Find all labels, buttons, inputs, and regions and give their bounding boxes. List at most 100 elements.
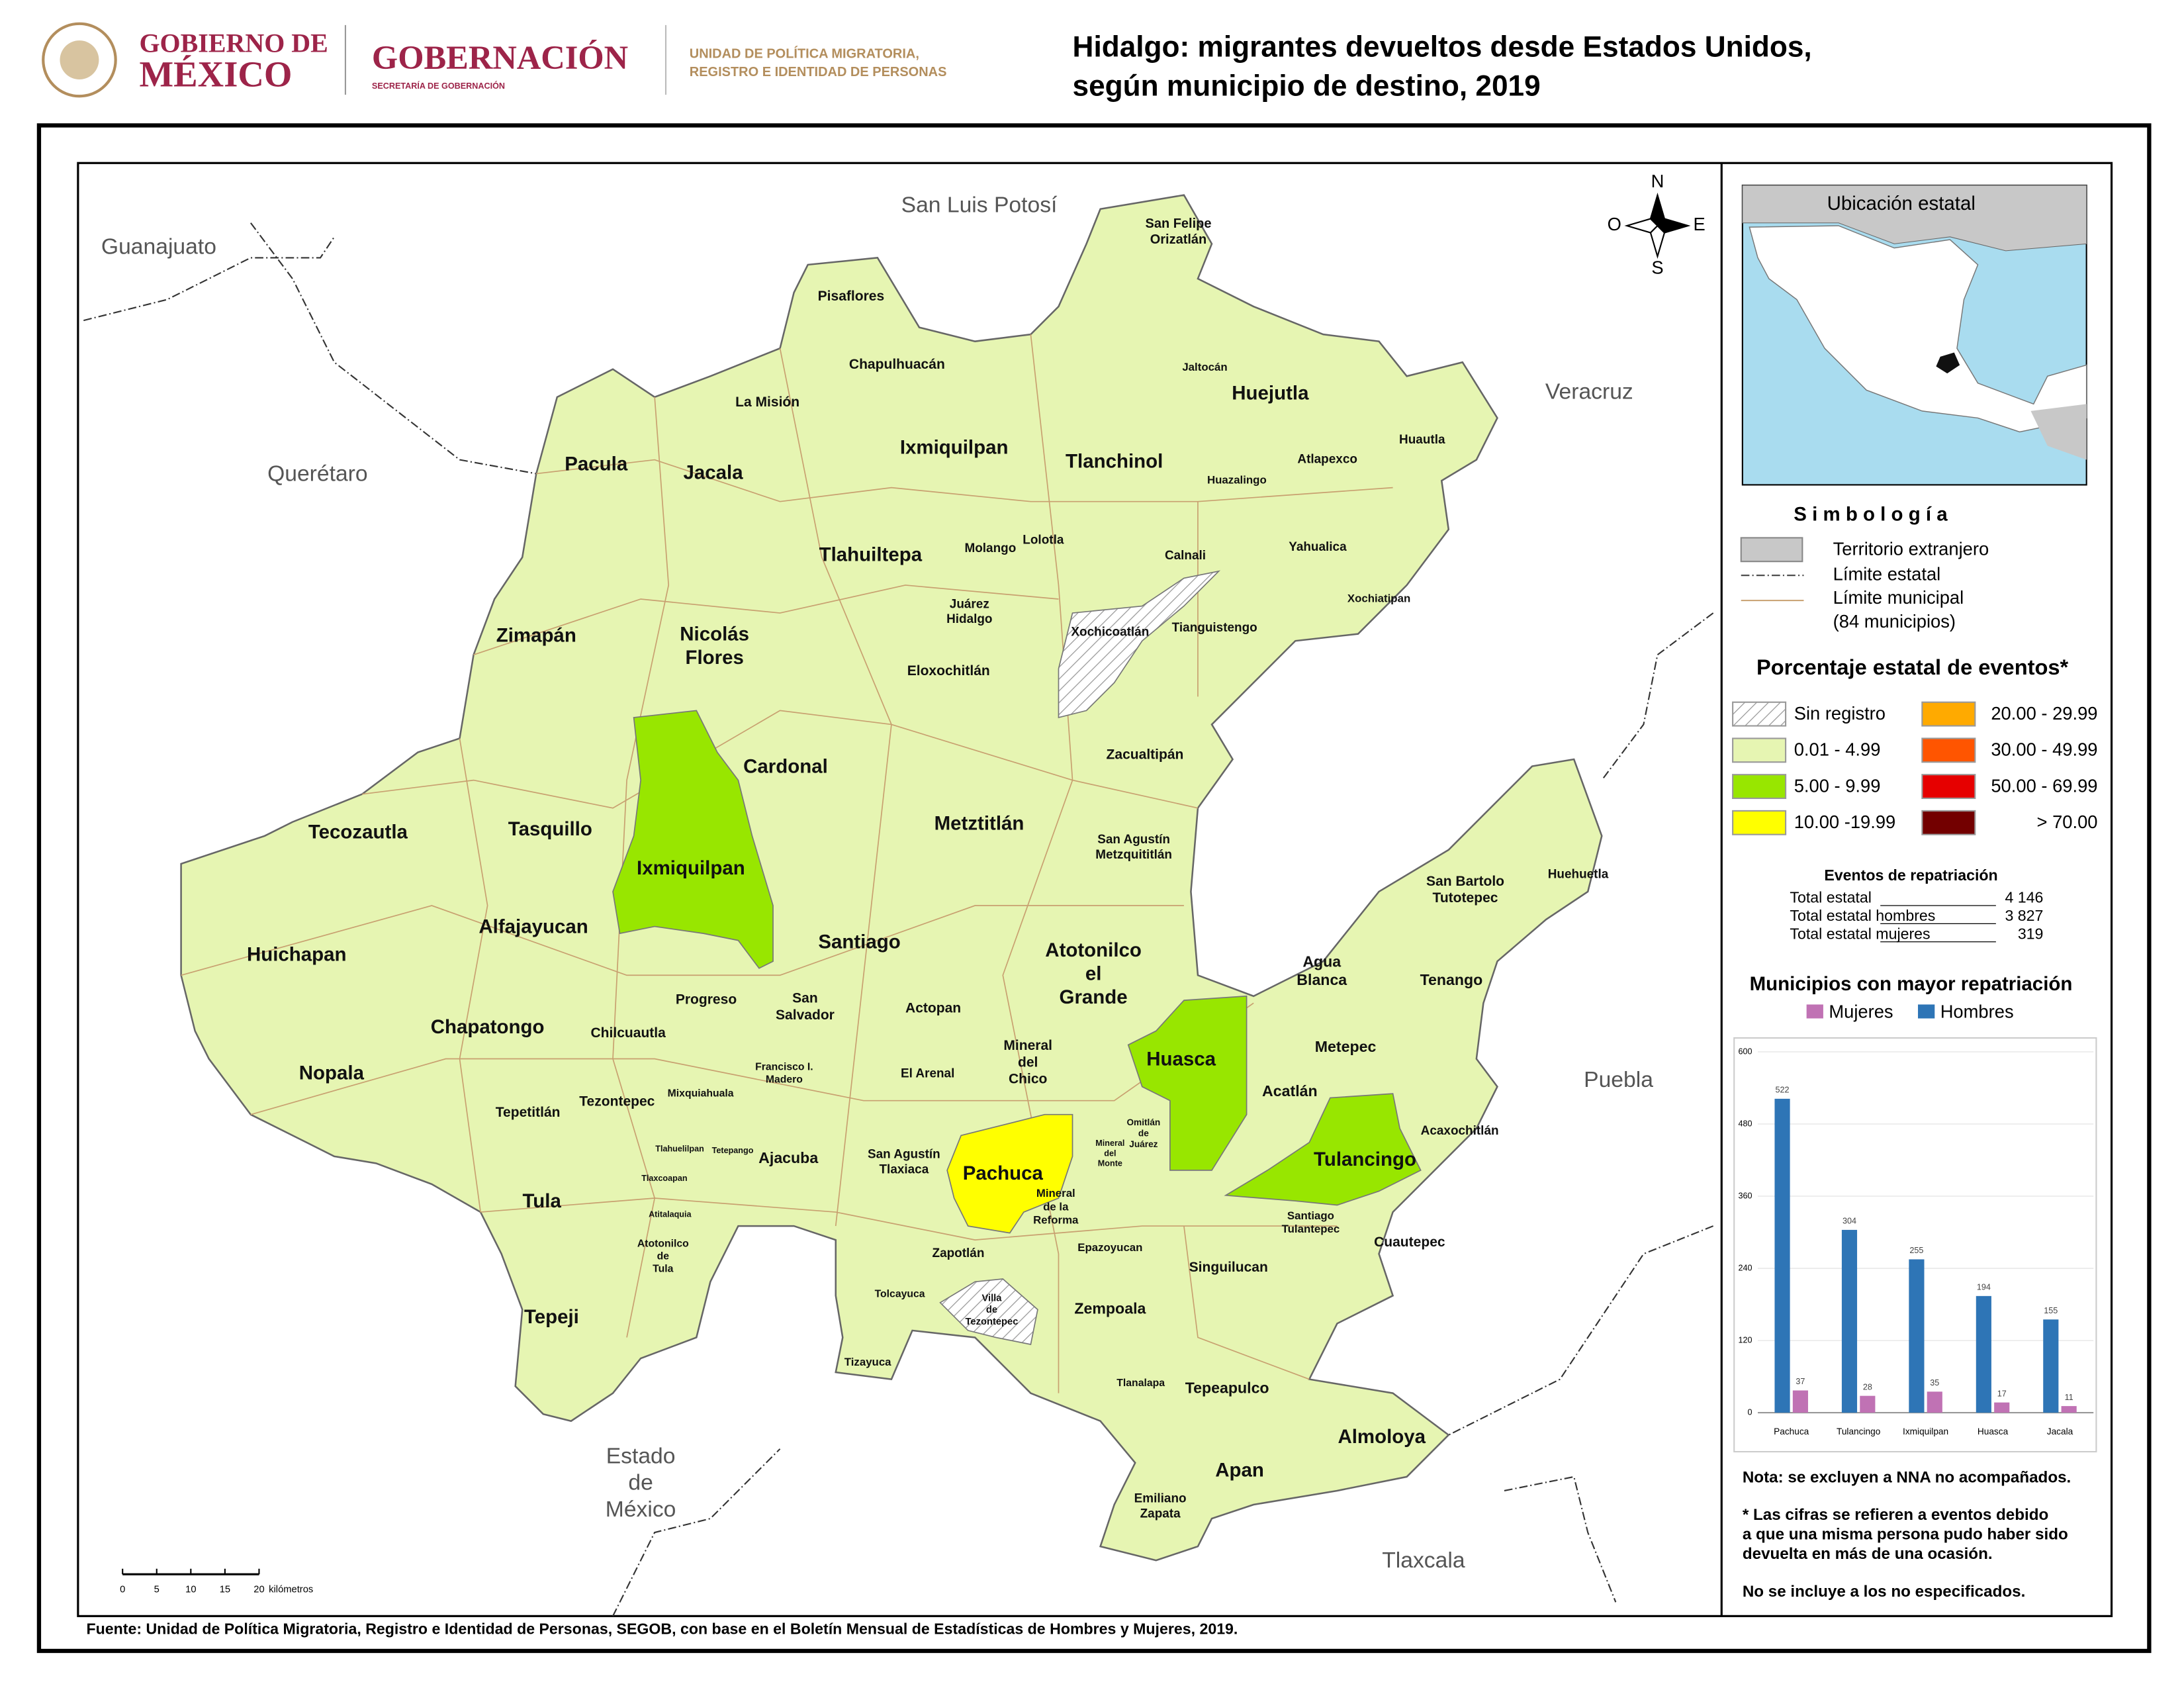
municipality-label-line: San Bartolo <box>1426 874 1504 889</box>
outer-frame <box>36 123 2152 1654</box>
neighbor-state-line: de <box>628 1471 653 1495</box>
bar-value-label: 11 <box>2065 1393 2073 1402</box>
neighbor-state: Tlaxcala <box>1382 1548 1465 1573</box>
compass-letter: S <box>1651 257 1663 277</box>
municipality-label-line: San Felipe <box>1146 216 1212 231</box>
municipality-label: Tlanchinol <box>1066 451 1163 473</box>
municipal-boundary <box>459 738 488 1213</box>
dept-sub: SECRETARÍA DE GOBERNACIÓN <box>372 81 505 91</box>
legend-swatch <box>1921 774 1976 800</box>
municipality-label: Zacualtipán <box>1107 747 1184 762</box>
municipality-area <box>1127 995 1248 1171</box>
municipality-label-line: Agua <box>1302 953 1342 970</box>
municipality-label-line: Mineral <box>1003 1038 1052 1053</box>
municipality-label: Chapulhuacán <box>849 357 945 372</box>
municipality-label: La Misión <box>735 395 799 410</box>
municipality-label: Actopan <box>905 1000 961 1015</box>
bar <box>1774 1098 1790 1413</box>
municipality-label: Villa de Tezontepec <box>966 1293 1019 1327</box>
municipality-label-line: Madero <box>766 1074 803 1085</box>
municipality-label: Huejutla <box>1232 382 1309 404</box>
foreign-swatch <box>1740 537 1803 563</box>
municipality-label-line: de <box>986 1305 997 1315</box>
municipality-label: Epazoyucan <box>1077 1241 1142 1254</box>
municipality-label: Tula <box>523 1190 562 1212</box>
municipality-label: Tepeji <box>524 1306 579 1328</box>
bar <box>2061 1406 2077 1413</box>
municipality-area <box>1224 1093 1422 1206</box>
legend-swatch <box>1918 1004 1935 1019</box>
neighbor-state: Querétaro <box>267 462 368 487</box>
legend-label: Sin registro <box>1794 703 1886 724</box>
municipality-label: Zapotlán <box>933 1246 985 1260</box>
municipality-label-line: Chico <box>1009 1072 1048 1087</box>
state-boundary <box>83 236 335 322</box>
municipality-label: San Salvador <box>776 991 835 1023</box>
events-label: Total estatal mujeres <box>1790 925 1930 942</box>
municipality-label: Metztitlán <box>934 813 1024 835</box>
municipality-area <box>1058 570 1221 718</box>
events-label: Total estatal <box>1790 889 1872 906</box>
y-tick-label: 120 <box>1739 1335 1752 1344</box>
note: a que una misma persona pudo haber sido <box>1743 1526 2068 1544</box>
note: No se incluye a los no especificados. <box>1743 1583 2025 1601</box>
legend-swatch <box>1732 701 1787 727</box>
x-tick-label: Pachuca <box>1774 1427 1809 1436</box>
municipality-label-line: Nicolás <box>680 624 749 645</box>
municipality-label-line: Tula <box>653 1263 673 1274</box>
symbology-item: Límite municipal <box>1833 587 1964 608</box>
municipality-label-line: del <box>1104 1149 1116 1158</box>
unit-line: UNIDAD DE POLÍTICA MIGRATORIA, <box>690 46 919 61</box>
neighbor-state: Veracruz <box>1545 379 1633 404</box>
bar-value-label: 194 <box>1977 1283 1991 1292</box>
municipality-label: Mixquiahuala <box>668 1088 734 1099</box>
municipality-label: Tepeapulco <box>1185 1379 1269 1396</box>
scale-label: 15 <box>220 1584 230 1595</box>
municipality-label-line: Atotonilco <box>637 1239 689 1250</box>
municipality-label-line: Mineral <box>1036 1187 1075 1199</box>
scale-label: 10 <box>185 1584 196 1595</box>
municipality-label: Apan <box>1215 1459 1264 1481</box>
x-tick-label: Tulancingo <box>1837 1427 1881 1436</box>
bar <box>1976 1295 1991 1413</box>
municipality-label-line: el <box>1085 963 1102 985</box>
compass-letter: O <box>1608 214 1621 234</box>
symbology-item: Territorio extranjero <box>1833 539 1989 559</box>
municipality-label: Ixmiquilpan <box>900 436 1009 458</box>
municipality-label: Huasca <box>1146 1048 1216 1070</box>
legend-swatch <box>1806 1004 1823 1019</box>
municipality-label-line: San Agustín <box>868 1148 940 1162</box>
neighbor-state-line: Estado <box>606 1444 676 1468</box>
bar-value-label: 17 <box>1997 1389 2007 1398</box>
y-tick-label: 360 <box>1739 1191 1752 1200</box>
municipality-label-line: de la <box>1043 1200 1069 1213</box>
municipality-label: Progreso <box>676 992 737 1008</box>
municipality-label-line: Omitlán <box>1126 1117 1160 1127</box>
municipality-label-line: Tezontepec <box>966 1317 1019 1327</box>
legend-label: 5.00 - 9.99 <box>1794 775 1881 796</box>
state-outline <box>180 194 1603 1562</box>
legend-swatch <box>1921 737 1976 763</box>
neighbor-state-line: México <box>606 1497 676 1522</box>
municipality-label: Pachuca <box>963 1162 1044 1184</box>
y-tick-label: 480 <box>1739 1119 1752 1128</box>
municipality-label: Tepetitlán <box>496 1105 561 1120</box>
bar <box>1792 1390 1808 1413</box>
events-value: 4 146 <box>2005 889 2044 906</box>
y-tick-label: 600 <box>1739 1047 1752 1056</box>
municipality-label: Chapatongo <box>431 1016 545 1038</box>
municipality-label-line: de <box>1138 1128 1149 1138</box>
municipality-label-line: Tlaxiaca <box>879 1162 929 1176</box>
bar-value-label: 304 <box>1843 1217 1856 1226</box>
bar <box>2043 1319 2059 1413</box>
municipality-label-line: Zapata <box>1140 1507 1181 1521</box>
bar <box>1909 1259 1925 1413</box>
legend-swatch <box>1921 701 1976 727</box>
